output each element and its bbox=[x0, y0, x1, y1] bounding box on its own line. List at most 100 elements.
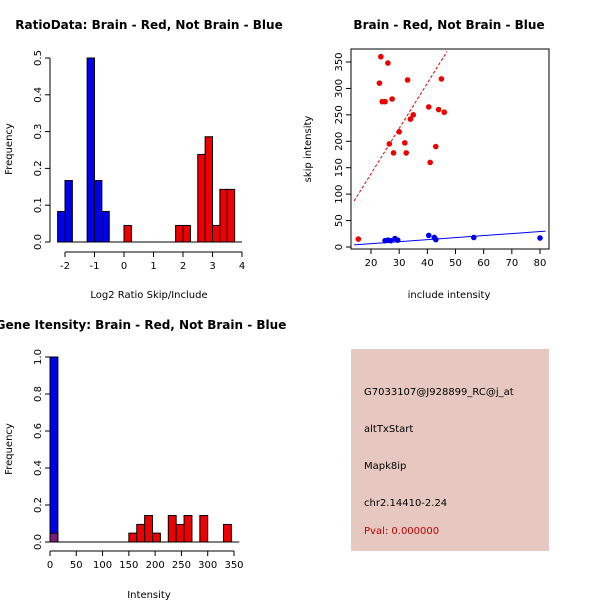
event-type-text: altTxStart bbox=[364, 424, 414, 435]
scatter-x-tick-label: 20 bbox=[365, 258, 378, 269]
scatter-point-red bbox=[427, 159, 433, 166]
gene-chart-title: Gene Itensity: Brain - Red, Not Brain - … bbox=[0, 318, 286, 332]
gene-x-tick-label: 100 bbox=[93, 560, 112, 571]
ratio-bar-blue bbox=[94, 180, 103, 243]
scatter-point-red bbox=[376, 80, 383, 86]
gene-bar-overlap bbox=[49, 532, 59, 543]
gene-y-tick-label: 0.4 bbox=[33, 460, 44, 476]
gene-x-tick-label: 150 bbox=[119, 560, 138, 571]
scatter-point-red bbox=[378, 53, 384, 60]
gene-bar-blue bbox=[49, 356, 59, 543]
ratio-y-tick-label: 0.5 bbox=[33, 50, 44, 66]
ratio-bar-blue bbox=[64, 180, 73, 243]
scatter-point-red bbox=[410, 112, 417, 118]
scatter-y-tick-label: 150 bbox=[334, 158, 345, 177]
scatter-y-label: skip intensity bbox=[303, 116, 314, 183]
scatter-x-tick-label: 30 bbox=[393, 258, 406, 269]
ratio-bar-red bbox=[226, 188, 236, 243]
gene-x-label: Intensity bbox=[127, 590, 171, 600]
scatter-point-red bbox=[438, 76, 445, 82]
gene-bar-red bbox=[152, 532, 161, 543]
gene-x-tick-label: 0 bbox=[47, 560, 53, 571]
gene-y-tick-label: 0.2 bbox=[33, 497, 44, 513]
ratio-x-tick-label: 1 bbox=[150, 261, 156, 272]
gene-x-tick-label: 200 bbox=[146, 560, 165, 571]
scatter-y-tick-label: 50 bbox=[334, 214, 345, 227]
ratio-bar-red bbox=[182, 224, 191, 243]
scatter-point-red bbox=[402, 140, 408, 146]
scatter-y-tick-label: 350 bbox=[334, 52, 345, 71]
scatter-fit-line-red bbox=[353, 51, 448, 202]
scatter-y-tick-label: 250 bbox=[334, 105, 345, 124]
scatter-point-blue bbox=[432, 236, 439, 243]
scatter-point-red bbox=[355, 236, 362, 242]
gene-bar-red bbox=[136, 523, 146, 543]
ratio-bar-blue bbox=[57, 210, 66, 243]
ratio-y-tick-label: 0.3 bbox=[33, 124, 44, 140]
scatter-point-red bbox=[382, 98, 388, 105]
ratio-y-tick-label: 0.2 bbox=[33, 160, 44, 176]
ratio-y-tick-label: 0.4 bbox=[33, 87, 44, 103]
ratio-bar-red bbox=[204, 136, 213, 243]
gene-name-text: Mapk8ip bbox=[364, 461, 407, 472]
ratio-x-tick-label: -1 bbox=[90, 261, 100, 272]
ratio-x-tick-label: -2 bbox=[60, 261, 70, 272]
gene-intensity-histogram: Gene Itensity: Brain - Red, Not Brain - … bbox=[0, 318, 286, 600]
scatter-point-red bbox=[390, 150, 397, 156]
scatter-point-red bbox=[432, 143, 439, 150]
scatter-x-tick-label: 60 bbox=[477, 258, 490, 269]
gene-bar-red bbox=[183, 515, 193, 543]
gene-x-tick-label: 300 bbox=[198, 560, 217, 571]
gene-y-tick-label: 0.6 bbox=[33, 423, 44, 439]
scatter-y-tick-label: 100 bbox=[334, 185, 345, 204]
scatter-point-blue bbox=[537, 235, 543, 241]
ratio-bar-red bbox=[175, 224, 184, 243]
scatter-y-tick-label: 200 bbox=[334, 132, 345, 151]
gene-y-tick-label: 0.0 bbox=[33, 534, 44, 550]
scatter-point-red bbox=[441, 109, 448, 116]
ratio-bar-blue bbox=[86, 57, 95, 243]
scatter-point-red bbox=[435, 106, 442, 113]
scatter-chart-title: Brain - Red, Not Brain - Blue bbox=[353, 18, 544, 32]
scatter-x-tick-label: 40 bbox=[421, 258, 434, 269]
location-text: chr2.14410-2.24 bbox=[364, 498, 448, 509]
probe-info-panel: G7033107@J928899_RC@j_at altTxStart Mapk… bbox=[351, 349, 549, 551]
probe-id-text: G7033107@J928899_RC@j_at bbox=[364, 387, 514, 398]
ratio-bar-red bbox=[212, 224, 221, 243]
ratio-x-label: Log2 Ratio Skip/Include bbox=[90, 290, 207, 301]
scatter-x-tick-label: 80 bbox=[534, 258, 547, 269]
ratio-bar-blue bbox=[101, 210, 110, 243]
scatter-point-red bbox=[389, 96, 395, 102]
ratio-x-tick-label: 2 bbox=[180, 261, 186, 272]
ratio-x-tick-label: 0 bbox=[121, 261, 127, 272]
scatter-point-red bbox=[386, 141, 393, 147]
scatter-point-blue bbox=[471, 234, 477, 241]
gene-x-tick-label: 350 bbox=[224, 560, 243, 571]
ratio-chart-title: RatioData: Brain - Red, Not Brain - Blue bbox=[15, 18, 282, 32]
scatter-point-blue bbox=[425, 232, 432, 239]
ratio-y-tick-label: 0.1 bbox=[33, 197, 44, 213]
scatter-point-red bbox=[425, 104, 432, 110]
ratio-x-tick-label: 3 bbox=[209, 261, 215, 272]
scatter-point-red bbox=[404, 77, 411, 83]
scatter-plot-frame bbox=[350, 48, 550, 250]
gene-y-tick-label: 0.8 bbox=[33, 386, 44, 402]
scatter-point-red bbox=[385, 60, 391, 66]
scatter-x-tick-label: 70 bbox=[505, 258, 518, 269]
scatter-point-blue bbox=[394, 237, 401, 243]
ratio-bar-red bbox=[197, 153, 206, 243]
gene-bar-red bbox=[199, 515, 209, 543]
ratio-bar-red bbox=[123, 224, 132, 243]
gene-y-tick-label: 1.0 bbox=[33, 349, 44, 365]
gene-x-tick-label: 250 bbox=[172, 560, 191, 571]
scatter-y-tick-label: 300 bbox=[334, 79, 345, 98]
scatter-point-red bbox=[403, 150, 410, 156]
scatter-point-red bbox=[407, 116, 414, 122]
gene-x-tick-label: 50 bbox=[70, 560, 83, 571]
gene-bar-red bbox=[128, 532, 138, 543]
scatter-fit-line-blue bbox=[354, 230, 546, 246]
intensity-scatter: Brain - Red, Not Brain - Blue 20 30 40 50 60… bbox=[303, 18, 550, 301]
pval-text: Pval: 0.000000 bbox=[364, 526, 440, 537]
ratio-bar-red bbox=[219, 188, 228, 243]
